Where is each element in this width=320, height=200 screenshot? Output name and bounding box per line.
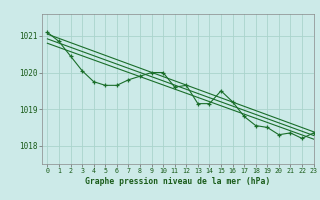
X-axis label: Graphe pression niveau de la mer (hPa): Graphe pression niveau de la mer (hPa) (85, 177, 270, 186)
